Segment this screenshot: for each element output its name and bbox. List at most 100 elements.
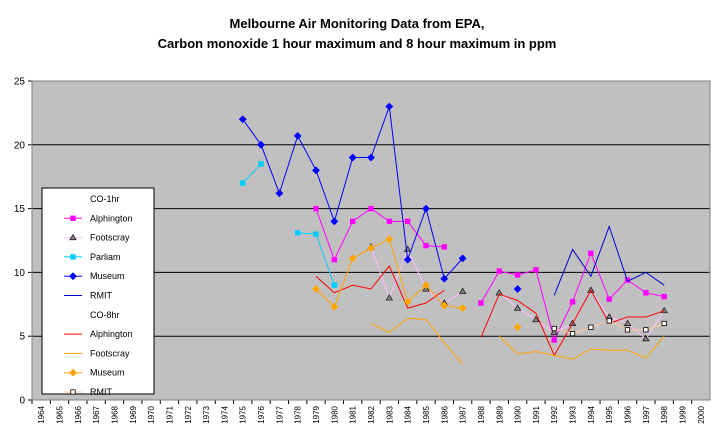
data-point (458, 287, 467, 295)
x-tick-label: 1991 (532, 405, 541, 423)
legend-group-label: CO-1hr (90, 194, 120, 204)
data-point (385, 102, 394, 111)
x-tick-label: 1986 (440, 405, 449, 423)
legend-label: Alphington (90, 329, 133, 339)
data-point (569, 331, 576, 337)
data-point (496, 268, 502, 274)
x-tick-label: 1982 (367, 405, 376, 423)
x-tick-label: 1981 (349, 405, 358, 423)
data-point (513, 304, 522, 311)
legend-item: RMIT (64, 291, 112, 301)
legend-swatch-marker (69, 233, 77, 241)
data-point (513, 323, 522, 332)
data-point (330, 302, 339, 311)
data-point (458, 304, 467, 313)
series-line (370, 246, 463, 304)
x-tick-label: 1970 (147, 405, 156, 423)
data-point (313, 231, 319, 237)
data-point (385, 235, 394, 244)
legend-label: Footscray (90, 348, 130, 358)
legend-item: Parliam (64, 252, 121, 262)
plot-border (31, 80, 711, 401)
x-tick-label: 1973 (202, 405, 211, 423)
x-tick-label: 2000 (697, 405, 706, 423)
y-axis-ticks: 0 5 10 15 20 25 (14, 77, 32, 407)
x-tick-label: 1993 (569, 405, 578, 423)
x-tick-label: 1980 (330, 405, 339, 423)
legend-swatch-marker (70, 254, 76, 260)
series-co-8hr-museum (312, 235, 522, 332)
x-tick-label: 1978 (294, 405, 303, 423)
series-co-8hr-rmit (551, 318, 667, 337)
data-point (331, 256, 338, 263)
data-point (458, 254, 467, 263)
x-tick-label: 1974 (220, 405, 229, 423)
data-point (422, 281, 430, 290)
legend-item: Alphington (64, 329, 133, 339)
data-point (238, 115, 247, 124)
x-tick-label: 1968 (110, 405, 119, 423)
x-tick-label: 1987 (459, 405, 468, 423)
legend-label: RMIT (90, 291, 112, 301)
legend-label: Museum (90, 271, 125, 281)
axes (31, 80, 711, 401)
x-tick-label: 1971 (165, 405, 174, 423)
data-point (349, 218, 356, 225)
x-tick-label: 1999 (679, 405, 688, 423)
data-point (661, 293, 667, 300)
x-tick-label: 1997 (642, 405, 651, 423)
chart-title: Melbourne Air Monitoring Data from EPA, (230, 16, 485, 31)
x-tick-label: 1967 (92, 405, 101, 423)
legend-label: RMIT (90, 387, 112, 397)
x-tick-label: 1977 (275, 405, 284, 423)
data-point (588, 324, 594, 330)
y-tick-label: 0 (19, 396, 25, 407)
x-tick-label: 1996 (624, 405, 633, 423)
data-point (367, 153, 375, 162)
data-point (643, 290, 649, 296)
x-tick-label: 1994 (587, 405, 596, 423)
legend: CO-1hr Alphington Footscray Parliam Museum RM… (41, 187, 155, 397)
data-point (403, 255, 412, 264)
legend-item: Footscray (64, 233, 130, 243)
data-point (642, 334, 650, 342)
data-point (514, 272, 521, 278)
legend-label: Footscray (90, 233, 130, 243)
data-point (440, 274, 449, 283)
x-tick-label: 1965 (55, 405, 64, 423)
legend-box (41, 187, 155, 395)
series-co-1hr-museum (238, 102, 522, 293)
legend-swatch-marker (70, 389, 76, 395)
data-point (661, 320, 667, 327)
data-point (623, 319, 632, 326)
x-tick-label: 1964 (37, 405, 46, 423)
legend-label: Museum (90, 368, 125, 378)
legend-swatch-marker (69, 368, 77, 377)
data-point (513, 285, 522, 293)
series-layer (238, 102, 668, 365)
data-point (348, 254, 357, 263)
data-point (368, 205, 374, 212)
legend-label: Parliam (90, 252, 121, 262)
data-point (550, 328, 558, 335)
series-line (315, 207, 445, 261)
x-tick-label: 1984 (404, 405, 413, 423)
data-point (367, 244, 375, 253)
legend-item: Footscray (64, 348, 130, 358)
x-tick-label: 1975 (239, 405, 248, 423)
x-tick-label: 1992 (550, 405, 559, 423)
x-tick-label: 1990 (514, 405, 523, 423)
data-point (240, 180, 246, 186)
data-point (606, 296, 612, 302)
x-axis-ticks: 1964 1965 1966 1967 1968 1969 1970 1971 1972 1973… (31, 400, 706, 424)
y-tick-label: 25 (14, 77, 26, 88)
x-tick-label: 1972 (184, 405, 193, 423)
x-tick-label: 1969 (129, 405, 138, 423)
legend-item: Museum (64, 368, 125, 378)
data-point (403, 297, 412, 306)
x-tick-label: 1979 (312, 405, 321, 423)
data-point (441, 244, 447, 250)
x-tick-label: 1989 (495, 405, 504, 423)
data-point (624, 327, 631, 333)
data-point (588, 250, 594, 256)
